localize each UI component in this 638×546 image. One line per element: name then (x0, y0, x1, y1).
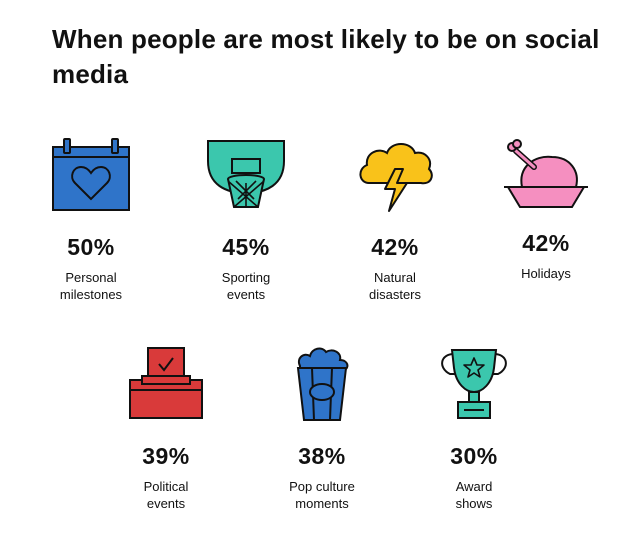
stat-sporting-events: 45% Sporting events (176, 137, 316, 303)
stat-percent: 39% (142, 443, 190, 469)
stat-label: Natural disasters (368, 270, 422, 302)
stat-percent: 30% (450, 443, 498, 469)
stat-award-shows: 30% Award shows (404, 346, 544, 512)
stat-percent: 38% (298, 443, 346, 469)
stat-political-events: 39% Political events (96, 346, 236, 512)
stat-holidays: 42% Holidays (476, 137, 616, 282)
stat-percent: 50% (67, 234, 115, 260)
stat-label: Holidays (521, 266, 571, 281)
stat-label: Political events (143, 479, 189, 511)
roast-turkey-icon (504, 139, 588, 208)
stat-percent: 45% (222, 234, 270, 260)
basketball-hoop-icon (207, 140, 285, 208)
stat-pop-culture-moments: 38% Pop culture moments (252, 346, 392, 512)
storm-cloud-icon (359, 143, 433, 212)
stat-label: Sporting events (221, 270, 271, 302)
ballot-box-icon (129, 347, 203, 419)
popcorn-icon (296, 347, 349, 421)
stat-natural-disasters: 42% Natural disasters (325, 137, 465, 303)
trophy-icon (441, 349, 507, 419)
stat-percent: 42% (522, 230, 570, 256)
calendar-heart-icon (52, 138, 130, 211)
stat-personal-milestones: 50% Personal milestones (21, 137, 161, 303)
stat-label: Personal milestones (59, 270, 123, 302)
stat-label: Pop culture moments (289, 479, 355, 511)
stat-percent: 42% (371, 234, 419, 260)
page-title: When people are most likely to be on soc… (52, 24, 600, 89)
stat-label: Award shows (455, 479, 493, 511)
